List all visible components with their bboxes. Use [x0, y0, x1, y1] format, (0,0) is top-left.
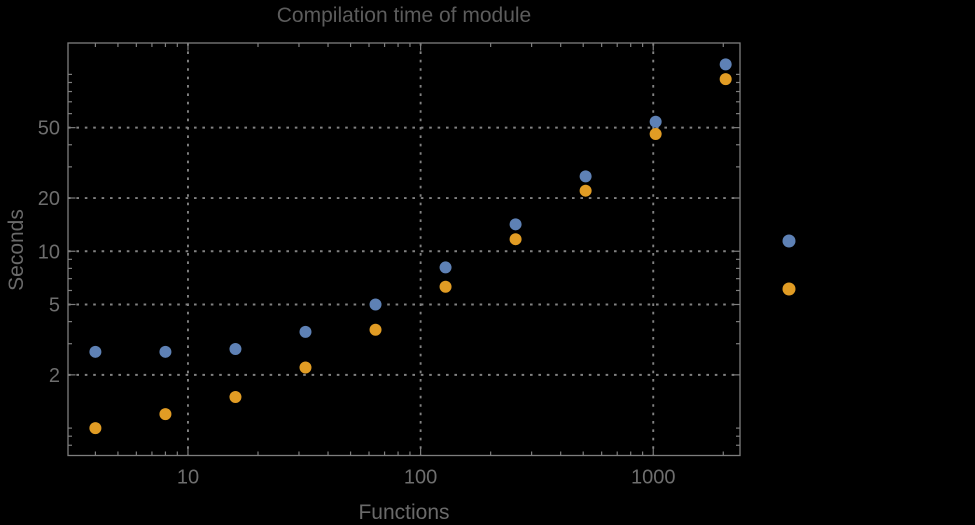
data-point-series-2 — [159, 408, 172, 421]
x-tick-label: 1000 — [631, 467, 676, 489]
data-point-series-1 — [649, 115, 662, 128]
data-point-series-1 — [229, 343, 242, 356]
y-tick-label: 5 — [49, 294, 60, 316]
y-tick-label: 50 — [38, 118, 60, 140]
y-tick-label: 20 — [38, 188, 60, 210]
legend-marker-series-1 — [782, 234, 796, 248]
data-point-series-2 — [579, 184, 592, 197]
data-point-series-2 — [649, 128, 662, 141]
data-point-series-2 — [89, 422, 102, 435]
data-point-series-1 — [89, 345, 102, 358]
x-axis-label: Functions — [358, 501, 450, 524]
data-point-series-2 — [439, 280, 452, 293]
data-point-series-2 — [719, 73, 732, 86]
plot-frame — [67, 42, 741, 457]
x-tick-label: 100 — [404, 467, 437, 489]
y-tick-label: 10 — [38, 241, 60, 263]
data-point-series-1 — [369, 298, 382, 311]
chart-title: Compilation time of module — [276, 4, 532, 27]
data-point-series-1 — [299, 325, 312, 338]
data-point-series-1 — [719, 58, 732, 71]
data-point-series-1 — [509, 218, 522, 231]
data-point-series-1 — [439, 261, 452, 274]
data-point-series-1 — [159, 345, 172, 358]
y-tick-label: 2 — [49, 365, 60, 387]
data-point-series-2 — [229, 390, 242, 403]
data-point-series-2 — [369, 323, 382, 336]
x-tick-label: 10 — [177, 467, 199, 489]
legend-marker-series-2 — [782, 282, 796, 296]
data-point-series-2 — [509, 233, 522, 246]
data-point-series-1 — [579, 170, 592, 183]
data-point-series-2 — [299, 361, 312, 374]
